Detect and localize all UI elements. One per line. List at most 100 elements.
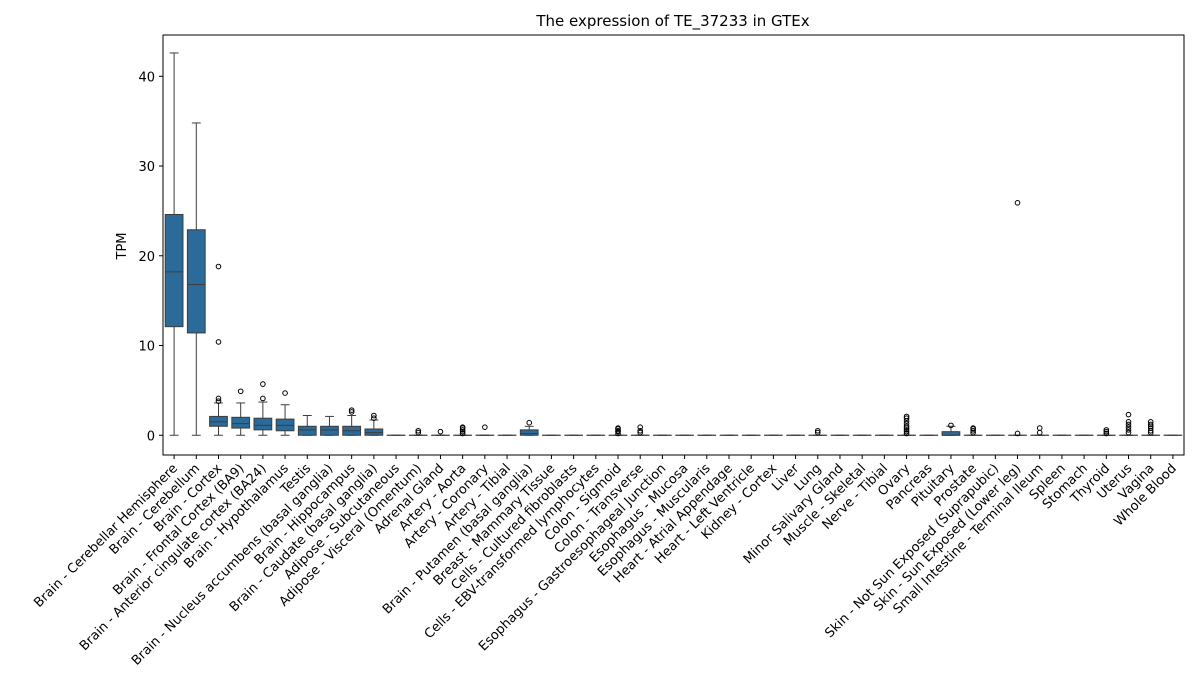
- outlier-point: [260, 395, 266, 402]
- box-group: [1141, 418, 1161, 436]
- box-group: [186, 122, 206, 436]
- outlier-point: [948, 422, 954, 429]
- plot-area-frame: [162, 34, 1185, 456]
- box-group: [1096, 427, 1116, 437]
- outlier-point: [903, 430, 910, 437]
- box-group: [364, 412, 384, 436]
- outlier-point: [482, 424, 488, 430]
- box-group: [342, 407, 362, 436]
- box: [297, 425, 317, 436]
- outlier-point: [814, 429, 821, 436]
- box-group: [431, 428, 450, 436]
- outlier-point: [415, 429, 422, 436]
- outlier-point: [1125, 427, 1132, 433]
- outlier-point: [1125, 429, 1132, 436]
- box-group: [475, 424, 495, 436]
- outlier-point: [260, 381, 266, 387]
- box: [253, 417, 273, 431]
- outlier-point: [1036, 429, 1043, 436]
- box-group: [320, 415, 339, 436]
- outlier-point: [615, 427, 621, 434]
- box-group: [941, 422, 961, 436]
- outlier-point: [437, 428, 444, 435]
- box: [164, 213, 184, 328]
- box-group: [408, 427, 428, 436]
- outlier-point: [615, 425, 621, 431]
- outlier-point: [1036, 425, 1043, 431]
- box-series: [164, 52, 1183, 437]
- box-group: [453, 424, 473, 437]
- box: [941, 431, 961, 436]
- box-group: [1119, 411, 1138, 436]
- box: [519, 429, 539, 436]
- outlier-point: [1103, 430, 1110, 437]
- outlier-point: [1103, 427, 1110, 433]
- box-group: [164, 52, 184, 436]
- outlier-point: [459, 427, 466, 433]
- outlier-point: [348, 407, 355, 413]
- outlier-point: [1147, 421, 1154, 428]
- outlier-point: [1125, 421, 1132, 428]
- y-tick-label: 40: [138, 70, 155, 85]
- box-group: [897, 413, 916, 437]
- box-group: [209, 263, 228, 436]
- outlier-point: [215, 395, 222, 402]
- outlier-point: [903, 428, 910, 435]
- outlier-point: [903, 427, 910, 433]
- outlier-point: [814, 427, 821, 434]
- chart-title: The expression of TE_37233 in GTEx: [535, 12, 809, 31]
- outlier-point: [1147, 425, 1154, 431]
- box: [320, 425, 339, 436]
- outlier-point: [215, 339, 222, 345]
- outlier-point: [1103, 428, 1110, 435]
- outlier-point: [459, 430, 466, 437]
- outlier-point: [1125, 418, 1132, 425]
- outlier-point: [903, 415, 910, 422]
- box: [231, 416, 251, 429]
- outlier-point: [903, 413, 910, 420]
- box-group: [608, 425, 628, 437]
- outlier-point: [637, 427, 644, 434]
- y-tick-label: 10: [138, 340, 155, 355]
- box-group: [297, 415, 317, 436]
- outlier-point: [459, 424, 466, 430]
- outlier-point: [282, 390, 288, 396]
- outlier-point: [1014, 430, 1021, 437]
- outlier-point: [371, 412, 377, 419]
- box-group: [1030, 425, 1050, 436]
- outlier-point: [215, 263, 222, 270]
- outlier-point: [1147, 418, 1154, 425]
- outlier-point: [237, 388, 244, 395]
- y-tick-label: 30: [138, 160, 155, 175]
- box-group: [630, 424, 650, 436]
- box-group: [1008, 200, 1027, 437]
- outlier-point: [970, 425, 976, 431]
- outlier-point: [1125, 424, 1132, 430]
- outlier-point: [903, 423, 910, 430]
- y-axis-label: TPM: [115, 233, 130, 261]
- outlier-point: [348, 409, 355, 415]
- box-group: [519, 419, 539, 436]
- y-tick-label: 20: [138, 250, 155, 265]
- box-group: [963, 425, 983, 436]
- y-axis-ticks: 0 10 20 30 40: [138, 70, 163, 444]
- outlier-point: [371, 415, 377, 422]
- outlier-point: [903, 420, 910, 427]
- box: [186, 229, 206, 334]
- outlier-point: [526, 419, 533, 426]
- box-group: [275, 390, 295, 436]
- y-tick-label: 0: [147, 429, 155, 444]
- outlier-point: [215, 398, 222, 404]
- box-group: [231, 388, 251, 436]
- x-tick-label: Brain - Cerebellar Hemisphere: [31, 461, 181, 611]
- outlier-point: [970, 427, 976, 434]
- outlier-point: [1014, 200, 1021, 206]
- outlier-point: [415, 427, 422, 434]
- outlier-point: [1125, 411, 1132, 418]
- box-group: [808, 427, 828, 436]
- outlier-point: [637, 424, 644, 430]
- outlier-point: [637, 429, 644, 436]
- box-group: [253, 381, 273, 436]
